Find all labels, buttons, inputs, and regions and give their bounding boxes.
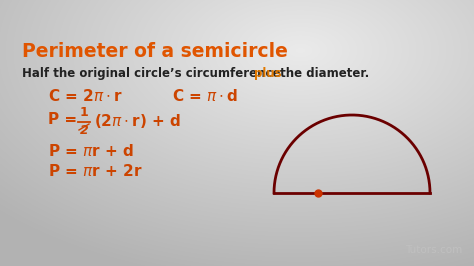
Text: Perimeter of a semicircle: Perimeter of a semicircle xyxy=(22,42,288,61)
Text: P =: P = xyxy=(48,112,82,127)
Text: C = $\pi\cdot$d: C = $\pi\cdot$d xyxy=(172,88,238,104)
Text: 1: 1 xyxy=(80,106,88,119)
Text: Tutors.com: Tutors.com xyxy=(405,245,462,255)
Text: (2$\pi\cdot$r) + d: (2$\pi\cdot$r) + d xyxy=(94,112,181,130)
Text: Half the original circle’s circumference: Half the original circle’s circumference xyxy=(22,67,284,80)
Text: P = $\pi$r + d: P = $\pi$r + d xyxy=(48,143,134,159)
Text: the diameter.: the diameter. xyxy=(276,67,369,80)
Text: plus: plus xyxy=(254,67,282,80)
Text: C = 2$\pi\cdot$r: C = 2$\pi\cdot$r xyxy=(48,88,123,104)
Text: 2: 2 xyxy=(80,124,88,137)
Text: P = $\pi$r + 2r: P = $\pi$r + 2r xyxy=(48,163,143,179)
